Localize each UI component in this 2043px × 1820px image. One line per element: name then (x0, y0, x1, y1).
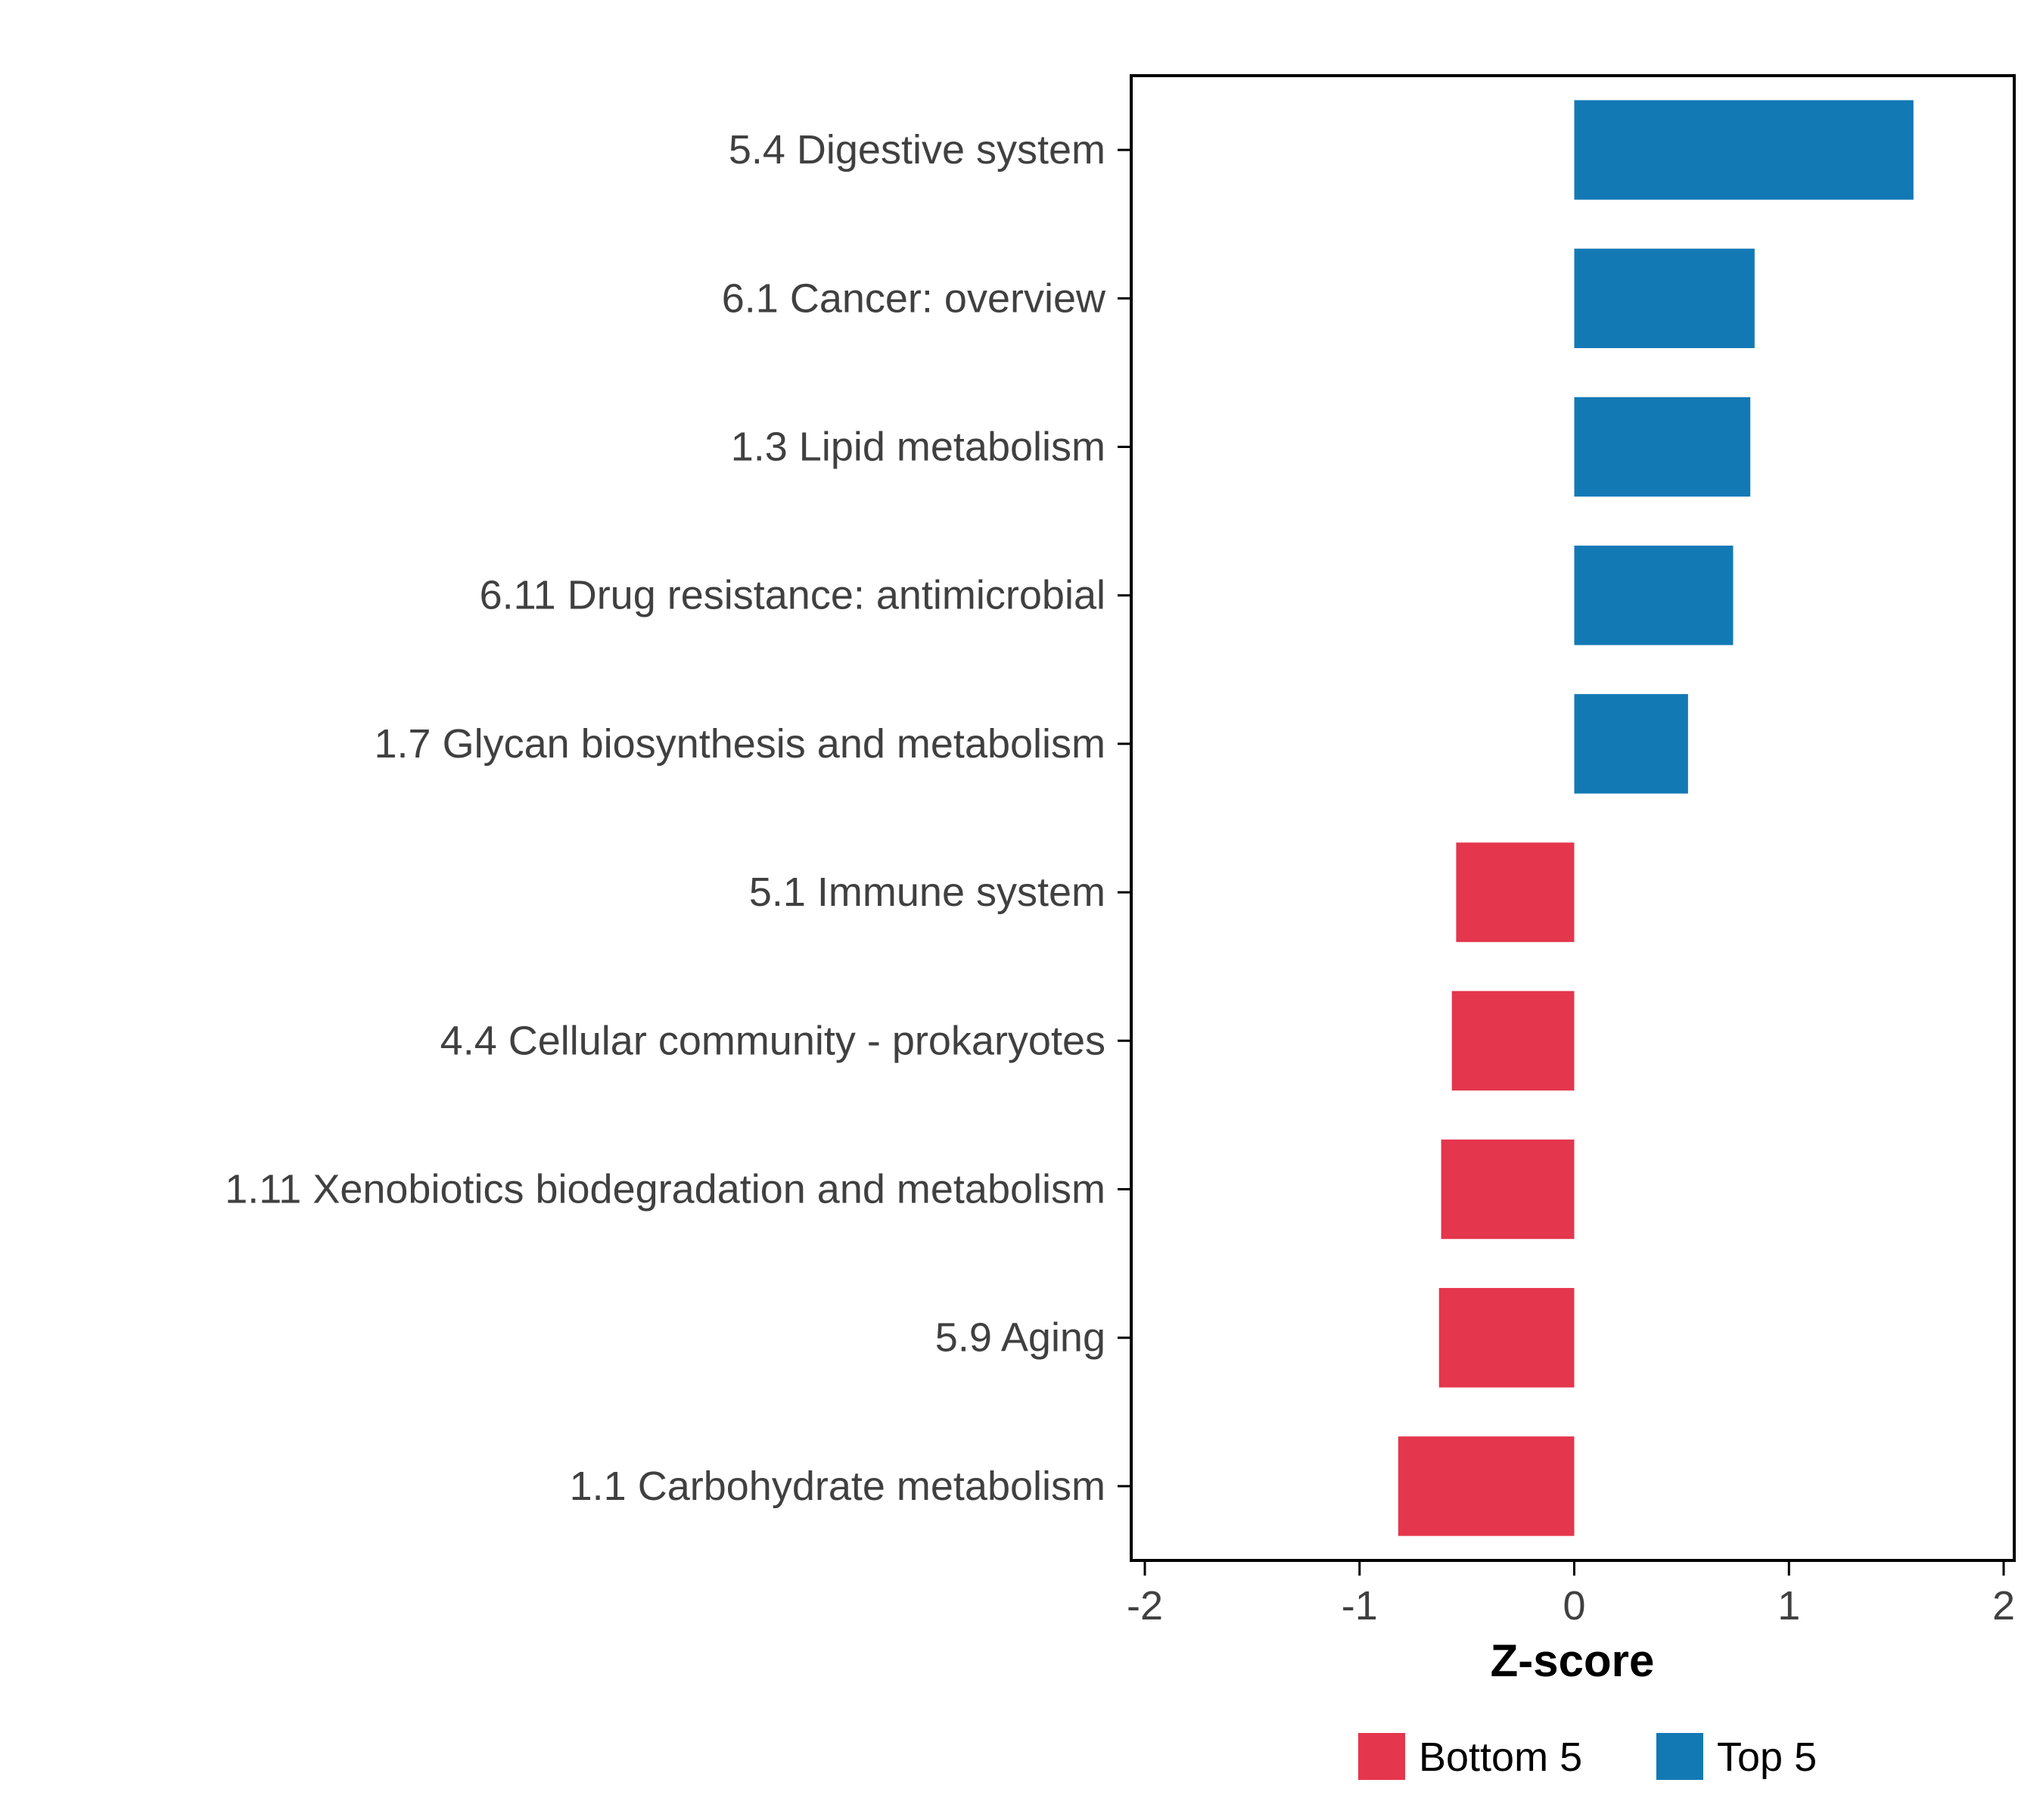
legend: Bottom 5 Top 5 (1358, 1733, 1817, 1780)
bar-7 (1451, 991, 1575, 1091)
x-tick-label-2: -1 (1342, 1583, 1378, 1629)
category-label-10: 1.1 Carbohydrate metabolism (570, 1464, 1105, 1509)
category-label-7: 4.4 Cellular community - prokaryotes (440, 1018, 1105, 1063)
category-label-8: 1.11 Xenobiotics biodegradation and meta… (225, 1167, 1105, 1212)
x-tick-label-1: -2 (1127, 1583, 1163, 1629)
category-label-9: 5.9 Aging (935, 1315, 1105, 1361)
bar-5 (1574, 694, 1688, 794)
legend-label-top-5: Top 5 (1717, 1734, 1817, 1780)
legend-swatch-top-5 (1656, 1733, 1703, 1780)
legend-label-bottom-5: Bottom 5 (1419, 1734, 1582, 1780)
plot-panel-border (1130, 74, 2016, 1562)
category-label-5: 1.7 Glycan biosynthesis and metabolism (375, 721, 1106, 767)
x-tick-label-5: 2 (1992, 1583, 2015, 1629)
bar-8 (1441, 1139, 1575, 1240)
category-label-6: 5.1 Immune system (749, 870, 1105, 915)
bars-layer (1398, 100, 1914, 1536)
labels-layer: 5.4 Digestive system 6.1 Cancer: overview… (225, 127, 2015, 1629)
bar-2 (1574, 248, 1755, 349)
bar-4 (1574, 545, 1734, 646)
category-label-2: 6.1 Cancer: overview (722, 275, 1106, 321)
category-label-1: 5.4 Digestive system (729, 127, 1105, 173)
x-axis-title: Z-score (1491, 1635, 1655, 1686)
bar-9 (1438, 1287, 1575, 1388)
category-label-4: 6.11 Drug resistance: antimicrobial (480, 573, 1105, 618)
bar-6 (1456, 842, 1575, 942)
bar-10 (1398, 1436, 1575, 1536)
bar-3 (1574, 397, 1751, 497)
category-label-3: 1.3 Lipid metabolism (731, 425, 1105, 470)
bar-1 (1574, 100, 1914, 200)
x-tick-label-4: 1 (1777, 1583, 1800, 1629)
legend-swatch-bottom-5 (1358, 1733, 1405, 1780)
x-tick-label-3: 0 (1563, 1583, 1585, 1629)
ticks-layer (1118, 148, 2005, 1576)
